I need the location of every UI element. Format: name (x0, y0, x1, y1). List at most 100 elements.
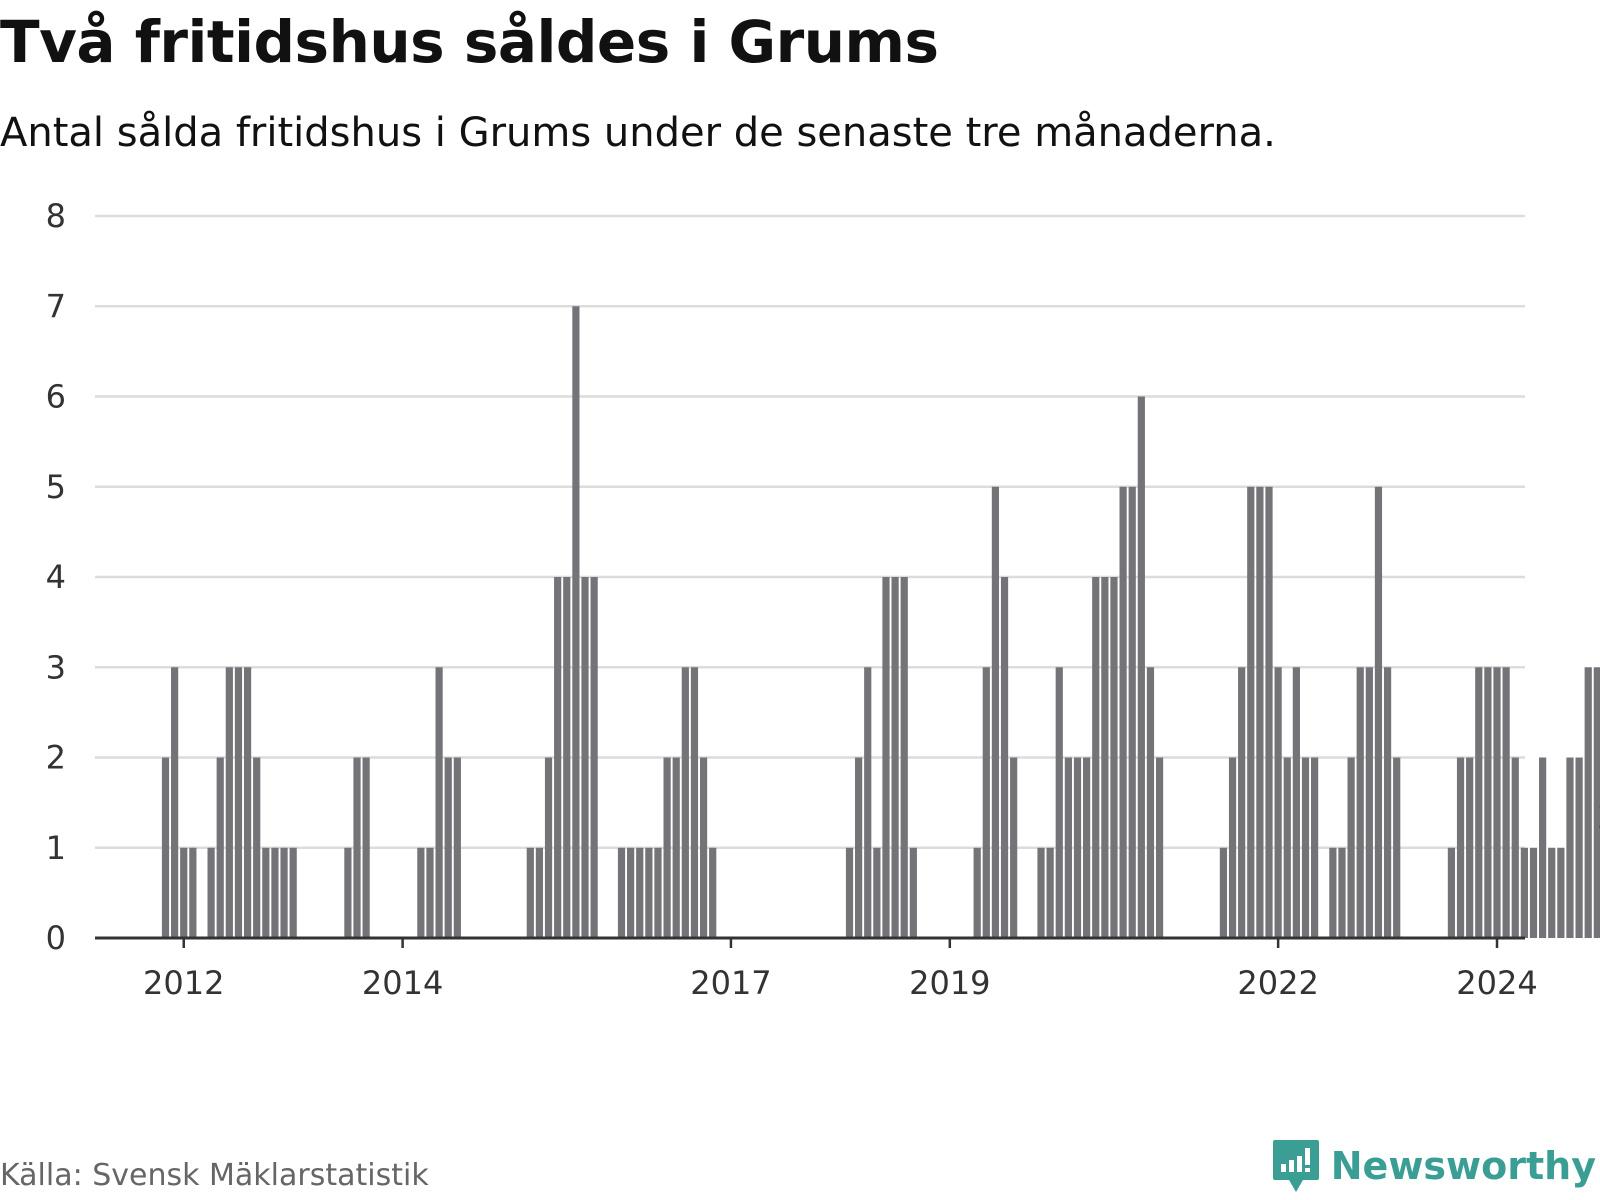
bar-chart: 0 1 2 3 4 5 6 7 8 2012 2014 2017 2019 2022 2024 2 (46, 197, 1600, 1002)
y-tick-label: 6 (46, 378, 66, 416)
bar (271, 847, 279, 938)
bar (663, 757, 671, 938)
bar (690, 667, 699, 938)
y-tick-label: 5 (46, 468, 66, 506)
source-note: Källa: Svensk Mäklarstatistik (0, 1158, 429, 1193)
bar (171, 667, 179, 938)
bar (453, 757, 461, 938)
bar (1548, 847, 1556, 938)
bar (189, 847, 197, 938)
bar (845, 847, 854, 938)
bar (973, 847, 981, 938)
y-tick-label: 3 (46, 648, 66, 686)
bar (572, 306, 580, 938)
bar (1292, 667, 1300, 938)
bar (1520, 847, 1528, 938)
bar (627, 847, 635, 938)
bar (1584, 667, 1592, 938)
x-tick-label: 2019 (909, 964, 990, 1002)
bar (1101, 577, 1109, 938)
bar (1219, 847, 1228, 938)
bar (426, 847, 434, 938)
bar (1073, 757, 1082, 938)
bar (1083, 757, 1091, 938)
bar (982, 667, 990, 938)
bar (1475, 667, 1483, 938)
bar (1374, 486, 1383, 938)
chart-subtitle: Antal sålda fritidshus i Grums under de … (0, 110, 1276, 156)
bar (1128, 486, 1136, 938)
bar (882, 577, 890, 938)
bar (581, 577, 589, 938)
bar (1228, 757, 1237, 938)
bar (1575, 757, 1583, 938)
bar (344, 847, 352, 938)
brand-name: Newsworthy (1330, 1144, 1596, 1188)
x-tick-label: 2024 (1456, 964, 1537, 1002)
bar (891, 577, 899, 938)
bar (1557, 847, 1565, 938)
bar (535, 847, 544, 938)
x-tick-label: 2022 (1237, 964, 1318, 1002)
bar (1393, 757, 1401, 938)
bar (1037, 847, 1045, 938)
bar (1055, 667, 1063, 938)
brand-logo: Newsworthy (1271, 1138, 1596, 1194)
bar (1347, 757, 1355, 938)
bar (1110, 577, 1118, 938)
bar (1365, 667, 1373, 938)
y-tick-label: 0 (46, 919, 66, 957)
bar (709, 847, 717, 938)
bar (180, 847, 188, 938)
bar (1329, 847, 1337, 938)
bar (353, 757, 361, 938)
bar (645, 847, 653, 938)
x-axis (95, 936, 1525, 948)
bar (900, 577, 908, 938)
bar (1338, 847, 1346, 938)
bar (526, 847, 534, 938)
bar (909, 847, 917, 938)
bars (161, 306, 1600, 938)
bar (1146, 667, 1155, 938)
y-tick-label: 4 (46, 558, 66, 596)
y-tick-label: 8 (46, 197, 66, 235)
bar (161, 757, 170, 938)
bar (544, 757, 553, 938)
bar (1283, 757, 1291, 938)
newsworthy-logo-icon (1272, 1140, 1319, 1192)
grid-lines (95, 214, 1525, 849)
x-tick-label: 2012 (143, 964, 224, 1002)
bar (243, 667, 252, 938)
bar (1529, 847, 1538, 938)
bar (1301, 757, 1310, 938)
y-axis-labels: 0 1 2 3 4 5 6 7 8 (46, 197, 66, 957)
y-tick-label: 1 (46, 829, 66, 867)
bar (1466, 757, 1474, 938)
bar (563, 577, 571, 938)
annotations: 2 (1597, 798, 1600, 836)
bar (417, 847, 425, 938)
bar (1265, 486, 1273, 938)
bar (672, 757, 680, 938)
bar (873, 847, 881, 938)
x-tick-label: 2017 (690, 964, 771, 1002)
bar (1119, 486, 1127, 938)
bar (590, 577, 598, 938)
bar (1238, 667, 1246, 938)
bar (216, 757, 224, 938)
bar (1046, 847, 1054, 938)
bar (1502, 667, 1510, 938)
chart-title: Två fritidshus såldes i Grums (0, 8, 939, 76)
bar (444, 757, 452, 938)
bar (864, 667, 872, 938)
bar (1000, 577, 1009, 938)
bar (207, 847, 215, 938)
bar (253, 757, 261, 938)
bar (362, 757, 370, 938)
y-tick-label: 2 (46, 739, 66, 777)
highlight-value-label: 2 (1597, 798, 1600, 836)
bar (1247, 486, 1255, 938)
bar (1274, 667, 1282, 938)
bar (1447, 847, 1456, 938)
